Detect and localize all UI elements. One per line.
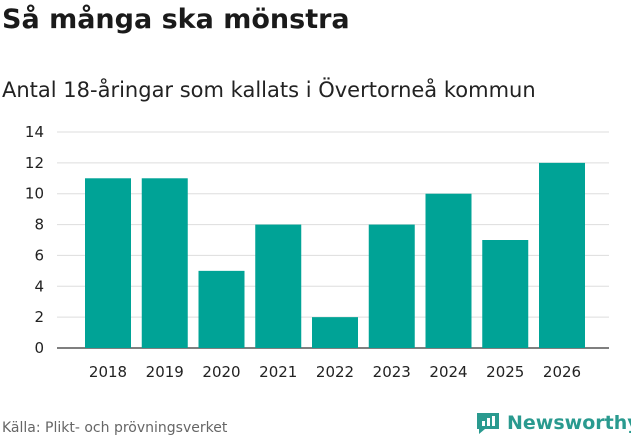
x-tick-label: 2024 xyxy=(429,363,467,381)
y-tick-label: 8 xyxy=(34,216,44,234)
brand-name: Newsworthy xyxy=(507,412,631,434)
x-tick-label: 2026 xyxy=(543,363,581,381)
chart-title: Så många ska mönstra xyxy=(2,4,350,35)
x-tick-label: 2025 xyxy=(486,363,524,381)
bar-2025 xyxy=(482,240,529,348)
x-tick-label: 2021 xyxy=(259,363,297,381)
y-tick-label: 2 xyxy=(34,308,44,326)
chart-subtitle: Antal 18-åringar som kallats i Övertorne… xyxy=(2,78,536,102)
bar-2022 xyxy=(312,317,358,348)
x-tick-label: 2019 xyxy=(146,363,184,381)
y-tick-label: 0 xyxy=(34,339,44,357)
x-tick-label: 2020 xyxy=(202,363,240,381)
x-tick-label: 2018 xyxy=(89,363,127,381)
bar-2021 xyxy=(255,224,302,348)
bar-2024 xyxy=(425,193,472,348)
y-tick-label: 14 xyxy=(25,123,44,141)
brand-logo: Newsworthy xyxy=(475,409,631,437)
bar-2023 xyxy=(368,224,415,348)
y-axis-ticks: 0 2 4 6 8 10 12 14 xyxy=(25,123,44,357)
x-tick-label: 2023 xyxy=(373,363,411,381)
newsworthy-logo-icon xyxy=(477,413,499,434)
y-tick-label: 12 xyxy=(25,154,44,172)
bar-2026 xyxy=(539,162,585,348)
bar-2020 xyxy=(198,270,245,348)
bar-2018 xyxy=(85,178,131,348)
bars xyxy=(85,162,585,348)
x-axis-ticks: 2018 2019 2020 2021 2022 2023 2024 2025 2026 xyxy=(89,363,581,381)
y-tick-label: 10 xyxy=(25,185,44,203)
source-note: Källa: Plikt- och prövningsverket xyxy=(2,420,228,436)
y-tick-label: 6 xyxy=(34,246,44,264)
y-tick-label: 4 xyxy=(34,277,44,295)
bar-2019 xyxy=(141,178,188,348)
x-tick-label: 2022 xyxy=(316,363,354,381)
bar-chart: 0 2 4 6 8 10 12 14 2018 2019 2020 2021 2022 2023 2024… xyxy=(25,123,609,381)
